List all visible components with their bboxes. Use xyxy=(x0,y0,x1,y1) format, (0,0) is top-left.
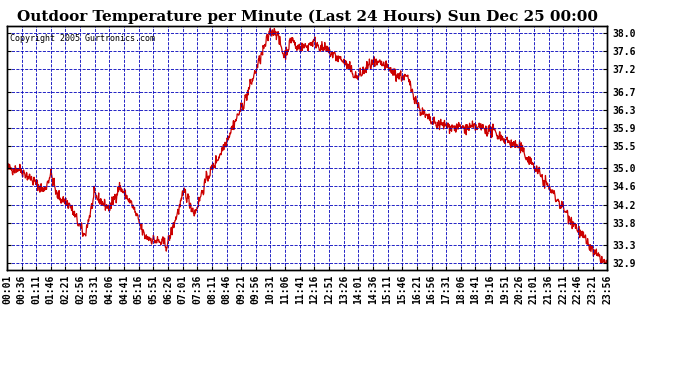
Title: Outdoor Temperature per Minute (Last 24 Hours) Sun Dec 25 00:00: Outdoor Temperature per Minute (Last 24 … xyxy=(17,9,598,24)
Text: Copyright 2005 Gurtronics.com: Copyright 2005 Gurtronics.com xyxy=(10,34,155,43)
